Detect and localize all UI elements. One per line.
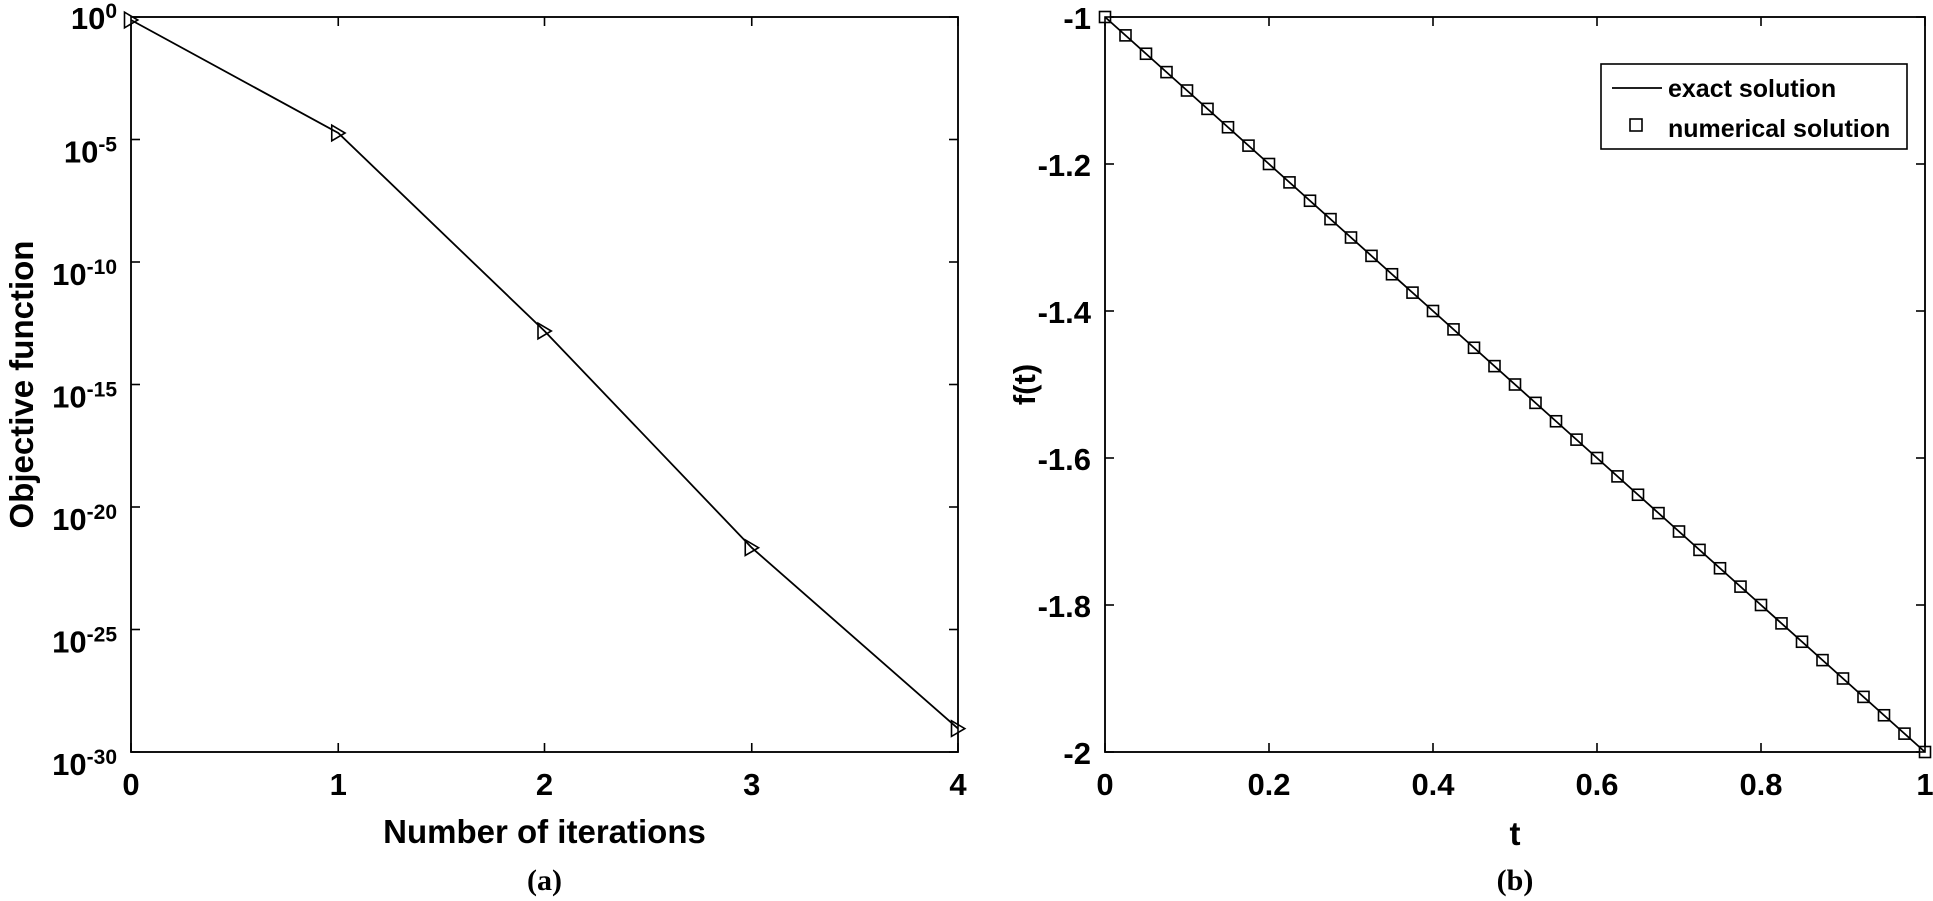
- svg-text:10-5: 10-5: [64, 134, 117, 170]
- svg-text:-1.8: -1.8: [1038, 589, 1091, 624]
- svg-text:0.2: 0.2: [1247, 767, 1290, 802]
- svg-text:10-30: 10-30: [52, 746, 117, 782]
- svg-text:1: 1: [1916, 767, 1933, 802]
- svg-text:0: 0: [1096, 767, 1113, 802]
- svg-text:1: 1: [330, 767, 347, 802]
- svg-text:-1.4: -1.4: [1038, 295, 1092, 330]
- svg-text:-1.2: -1.2: [1038, 148, 1091, 183]
- svg-text:(b): (b): [1497, 864, 1534, 897]
- svg-text:10-25: 10-25: [52, 624, 117, 660]
- svg-text:100: 100: [71, 0, 117, 36]
- svg-text:exact solution: exact solution: [1668, 75, 1836, 103]
- svg-text:0.4: 0.4: [1411, 767, 1455, 802]
- svg-text:3: 3: [743, 767, 760, 802]
- svg-text:-1.6: -1.6: [1038, 442, 1091, 477]
- svg-text:Number of iterations: Number of iterations: [383, 813, 706, 850]
- svg-text:t: t: [1510, 815, 1521, 852]
- svg-text:2: 2: [536, 767, 553, 802]
- svg-text:-2: -2: [1063, 736, 1091, 771]
- svg-text:10-10: 10-10: [52, 256, 117, 292]
- svg-text:-1: -1: [1063, 1, 1091, 36]
- svg-text:10-15: 10-15: [52, 379, 117, 415]
- svg-text:10-20: 10-20: [52, 501, 117, 537]
- svg-text:numerical solution: numerical solution: [1668, 115, 1890, 143]
- svg-text:f(t): f(t): [1007, 364, 1042, 405]
- svg-text:Objective function: Objective function: [3, 241, 40, 529]
- svg-text:(a): (a): [527, 864, 562, 897]
- svg-text:0.6: 0.6: [1575, 767, 1618, 802]
- svg-text:0.8: 0.8: [1739, 767, 1782, 802]
- svg-text:0: 0: [122, 767, 139, 802]
- svg-text:4: 4: [949, 767, 967, 802]
